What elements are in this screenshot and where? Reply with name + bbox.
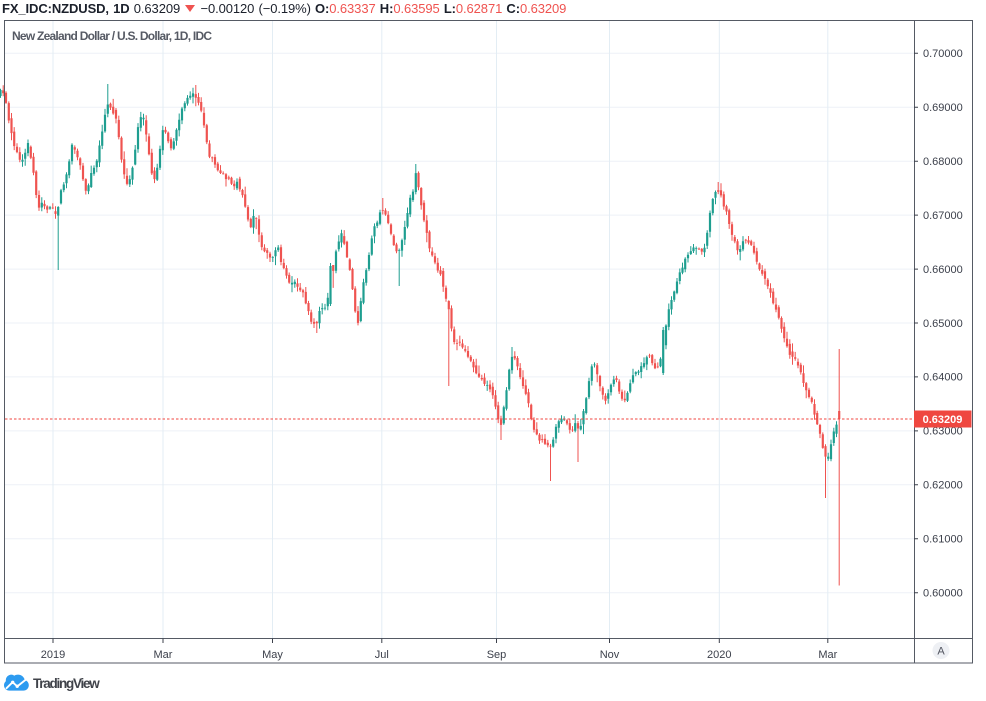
svg-text:0.66000: 0.66000 — [923, 264, 963, 276]
svg-text:Sep: Sep — [487, 649, 507, 661]
svg-text:0.68000: 0.68000 — [923, 156, 963, 168]
svg-text:2019: 2019 — [41, 649, 65, 661]
svg-text:0.65000: 0.65000 — [923, 318, 963, 330]
svg-text:Mar: Mar — [154, 649, 173, 661]
svg-text:New Zealand Dollar / U.S. Doll: New Zealand Dollar / U.S. Dollar, 1D, ID… — [12, 29, 212, 43]
svg-text:0.64000: 0.64000 — [923, 372, 963, 384]
svg-text:Mar: Mar — [818, 649, 837, 661]
svg-text:0.70000: 0.70000 — [923, 48, 963, 60]
svg-text:0.61000: 0.61000 — [923, 534, 963, 546]
svg-text:A: A — [937, 646, 945, 658]
svg-text:0.63209: 0.63209 — [923, 414, 963, 426]
svg-text:0.62000: 0.62000 — [923, 480, 963, 492]
svg-text:0.67000: 0.67000 — [923, 210, 963, 222]
svg-text:Nov: Nov — [600, 649, 620, 661]
svg-text:May: May — [262, 649, 283, 661]
svg-text:0.63000: 0.63000 — [923, 426, 963, 438]
svg-text:Jul: Jul — [375, 649, 389, 661]
svg-text:0.60000: 0.60000 — [923, 588, 963, 600]
svg-text:2020: 2020 — [707, 649, 731, 661]
svg-text:0.69000: 0.69000 — [923, 102, 963, 114]
